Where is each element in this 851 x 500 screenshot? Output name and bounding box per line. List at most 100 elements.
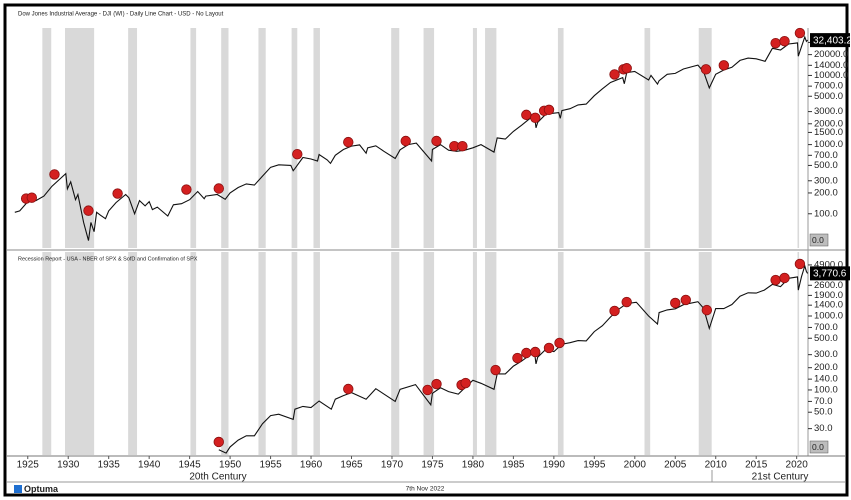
y-tick-label: 1000.0 [814,311,843,322]
y-tick-label: 1500.0 [814,127,843,138]
y-tick-label: 14000.0 [814,60,848,71]
y-tick-label: 200.0 [814,187,838,198]
signal-dot [112,188,123,199]
signal-dot [343,383,354,395]
signal-dot [621,296,632,308]
recession-band [42,252,52,455]
y-tick-label: 200.0 [814,362,838,373]
indicator-label: 0.0 [812,235,824,245]
signal-dot [543,104,555,116]
recession-band [797,252,800,455]
y-tick-label: 700.0 [814,150,838,161]
y-tick-label: 140.0 [814,374,838,385]
signal-dot [621,63,632,74]
recession-band [313,28,320,248]
y-tick-label: 100.0 [814,384,838,395]
signal-dot [431,135,442,147]
y-tick-label: 2000.0 [814,118,843,129]
y-tick-label: 1400.0 [814,300,843,311]
y-tick-label: 3000.0 [814,106,843,117]
y-tick-label: 7000.0 [814,81,843,92]
signal-dot [718,60,730,71]
signal-dot [670,297,681,309]
recession-band [644,28,651,248]
signal-dot [49,169,60,180]
recession-band [472,252,477,455]
recession-band [485,28,497,248]
signal-dot [701,304,713,316]
signal-dot [779,272,790,284]
recession-band [391,28,400,248]
last-value-label: 32,403.2 [813,35,851,46]
y-tick-label: 500.0 [814,160,838,171]
recession-band [391,252,400,455]
signal-dot [521,347,532,359]
indicator-box [809,233,829,247]
y-tick-label: 300.0 [814,175,838,186]
signal-dot [181,184,192,195]
y-tick-label: 1000.0 [814,139,843,150]
recession-band [221,252,229,455]
signal-dot [431,378,442,390]
x-tick-label: 1980 [462,460,485,471]
signal-dot [609,305,620,317]
signal-dot [213,183,224,194]
x-tick-label: 2020 [786,460,809,471]
signal-dot [457,140,468,152]
x-tick-label: 1990 [543,460,566,471]
signal-dot [213,436,224,448]
x-tick-label: 1945 [179,460,202,471]
y-tick-label: 20000.0 [814,49,848,60]
signal-dot [512,352,523,364]
signal-dot [700,64,712,75]
x-tick-label: 1970 [381,460,404,471]
signal-dot [422,384,433,396]
last-value-label: 3,770.6 [813,268,847,279]
logo-icon [14,485,22,493]
x-tick-label: 1950 [219,460,242,471]
footer-date: 7th Nov 2022 [406,486,445,493]
x-tick-label: 2015 [745,460,768,471]
signal-dot [460,377,471,389]
recession-band [221,28,229,248]
x-tick-label: 1985 [502,460,525,471]
signal-dot [770,37,781,49]
y-tick-label: 1900.0 [814,290,843,301]
y-tick-label: 2600.0 [814,280,843,291]
recession-band [258,28,266,248]
recession-band [64,252,95,455]
signal-dot [343,136,354,148]
recession-band [644,252,651,455]
price-line [218,263,809,454]
signal-dot [26,192,38,203]
recession-band [128,252,138,455]
signal-dot [794,27,806,39]
x-tick-label: 1935 [98,460,121,471]
recession-band [190,252,197,455]
y-tick-label: 70.0 [814,396,833,407]
signal-dot [543,342,555,354]
x-tick-label: 1995 [583,460,606,471]
recession-band [190,28,197,248]
logo: Optuma [24,484,59,494]
signal-dot [770,274,781,286]
recession-band [291,28,298,248]
signal-dot [521,109,532,121]
signal-dot [794,258,806,270]
price-line [14,35,809,241]
recession-band [291,252,298,455]
recession-band [423,28,435,248]
recession-band [557,28,564,248]
y-tick-label: 10000.0 [814,70,848,81]
x-tick-label: 1965 [340,460,363,471]
x-tick-label: 2005 [664,460,687,471]
x-group-label: 21st Century [752,472,809,483]
recession-band [128,28,138,248]
panel-title: Recession Report - USA - NBER of SPX & S… [18,256,198,262]
recession-band [258,252,266,455]
last-value-box [810,33,850,48]
y-tick-label: 50.0 [814,407,833,418]
recession-band [472,28,477,248]
